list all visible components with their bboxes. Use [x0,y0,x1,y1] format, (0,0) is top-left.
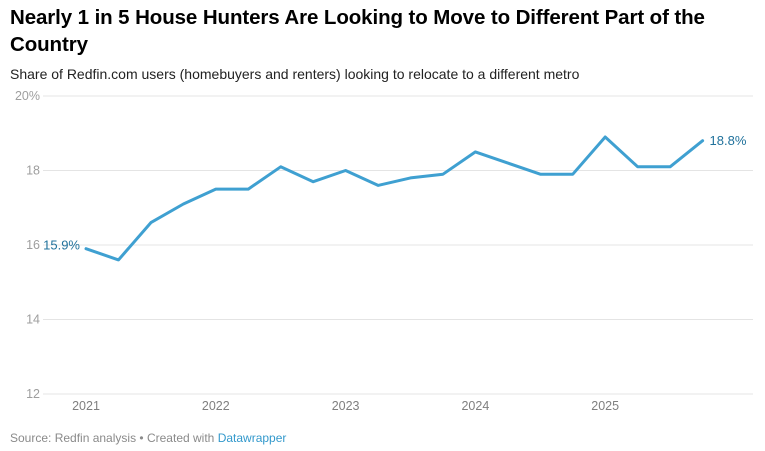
y-tick-label: 14 [26,313,40,327]
chart-header: Nearly 1 in 5 House Hunters Are Looking … [10,4,757,83]
source-text: Source: Redfin analysis [10,431,137,445]
x-tick-label: 2023 [332,399,360,413]
chart-title: Nearly 1 in 5 House Hunters Are Looking … [10,6,705,56]
footer-separator: • [139,431,144,445]
x-tick-label: 2025 [591,399,619,413]
x-tick-label: 2021 [72,399,100,413]
value-label-last: 18.8% [710,133,747,148]
data-line [84,135,705,262]
y-tick-label: 12 [26,387,40,401]
y-tick-label: 20% [15,89,40,103]
y-tick-label: 18 [26,164,40,178]
created-with-text: Created with [146,431,215,445]
x-tick-label: 2022 [202,399,230,413]
x-tick-label: 2024 [461,399,489,413]
value-label-first: 15.9% [43,238,80,253]
y-tick-label: 16 [26,238,40,252]
chart-footer: Source: Redfin analysis • Created with D… [10,431,286,445]
chart-subtitle: Share of Redfin.com users (homebuyers an… [10,66,580,82]
datawrapper-link[interactable]: Datawrapper [217,431,287,445]
